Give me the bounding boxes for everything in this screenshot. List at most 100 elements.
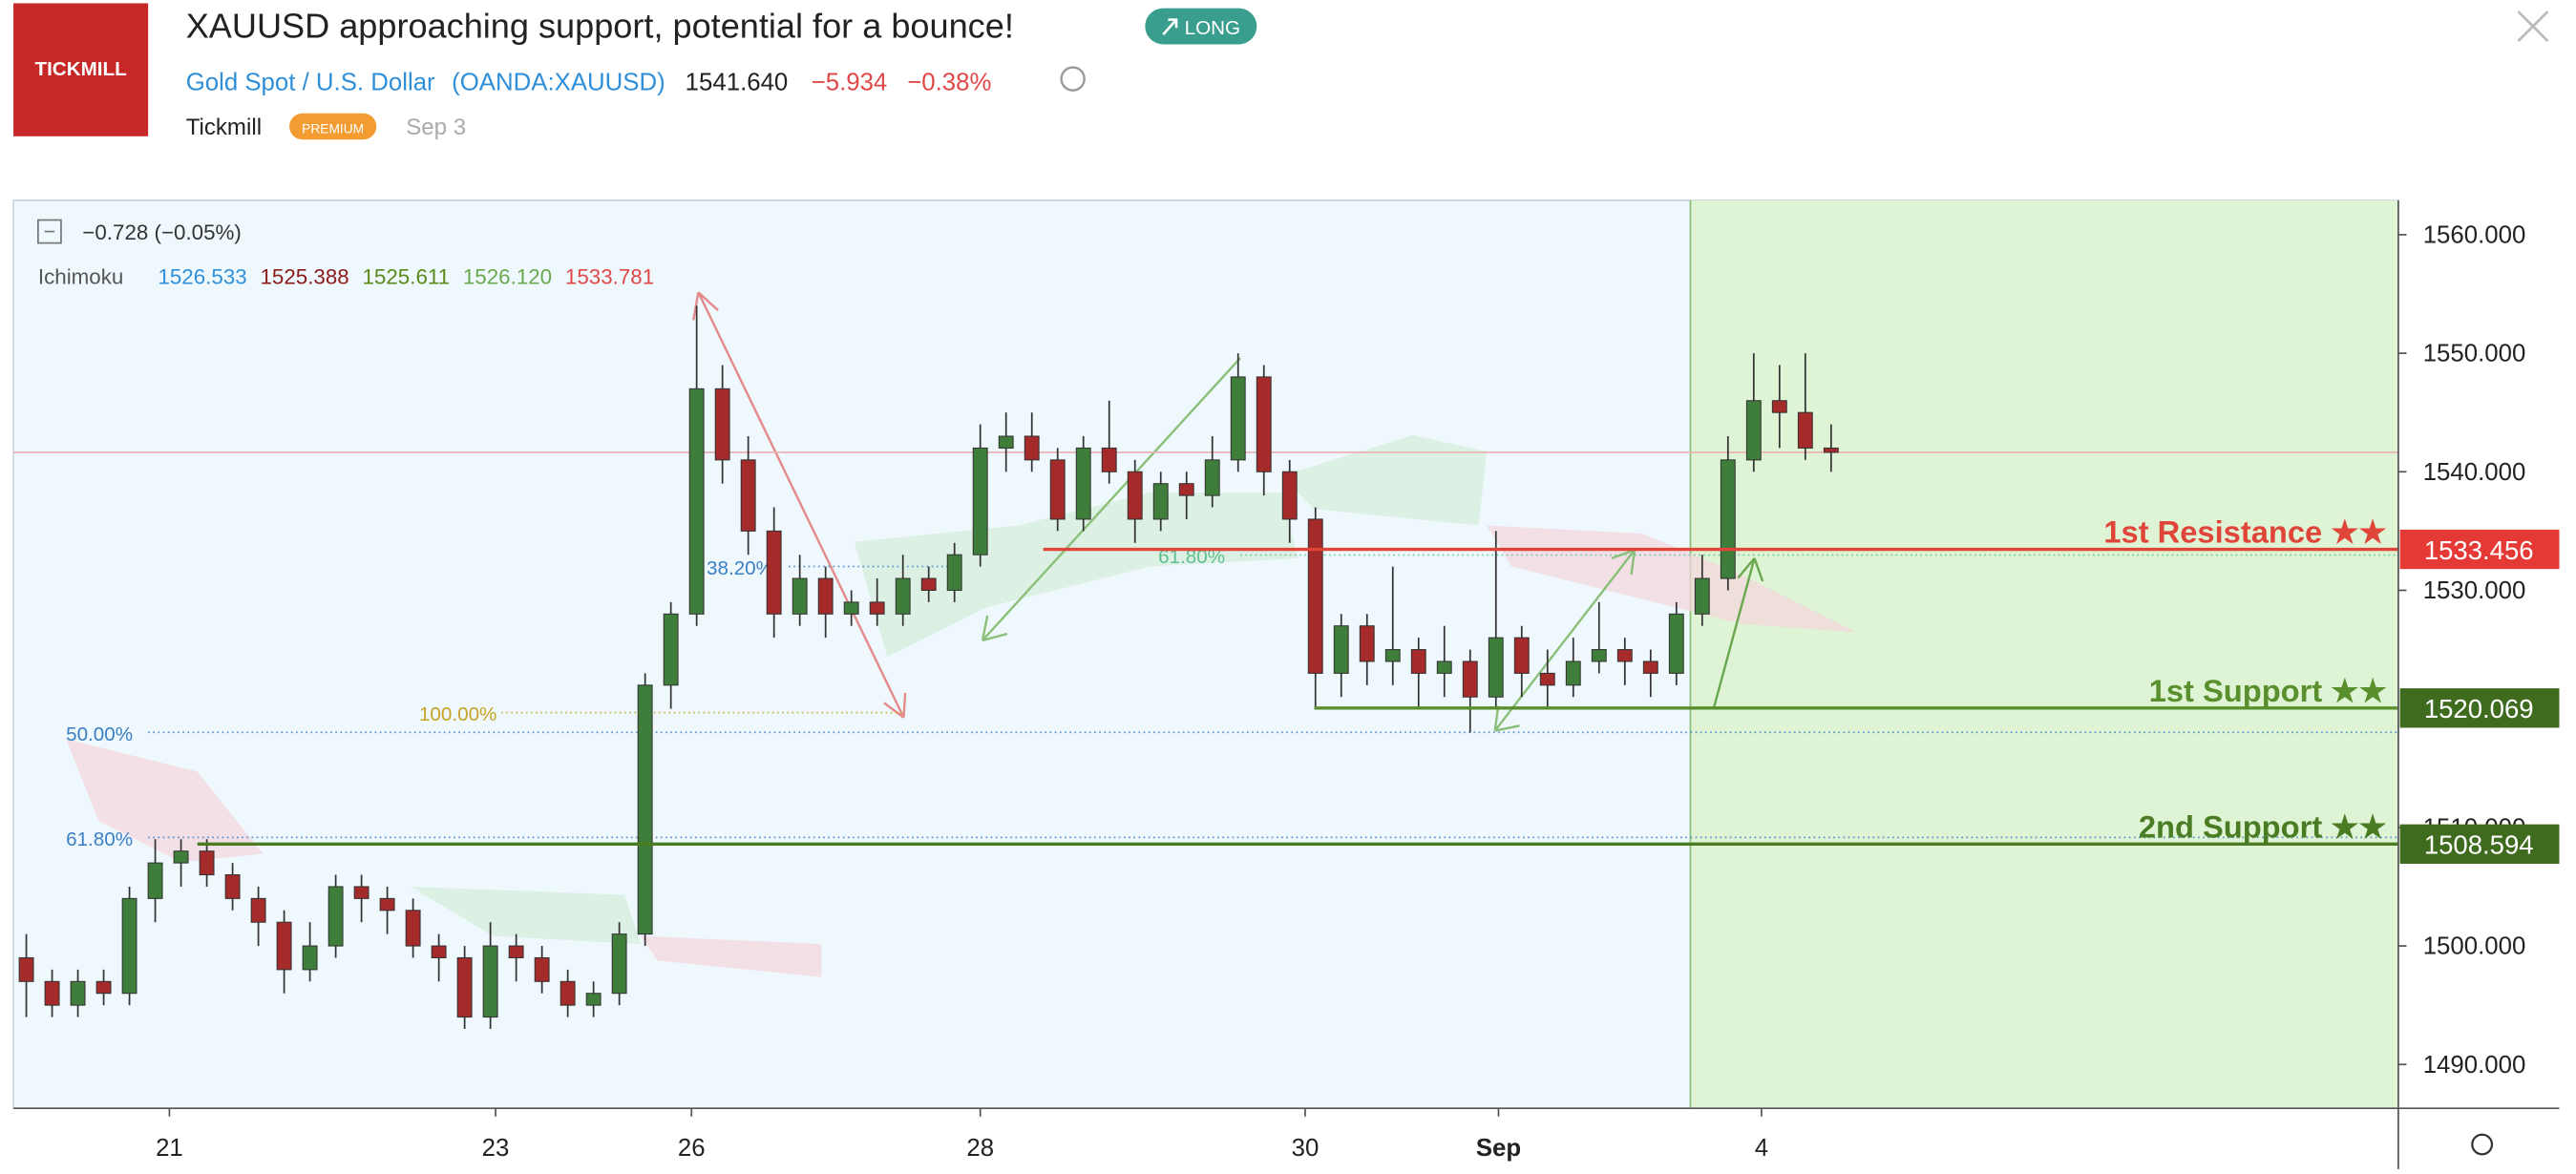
candle-body bbox=[1256, 376, 1272, 472]
candle-body bbox=[1359, 625, 1375, 662]
cloud bbox=[66, 739, 264, 863]
candle-body bbox=[1771, 400, 1787, 413]
candle-body bbox=[1075, 447, 1091, 520]
idea-date: Sep 3 bbox=[406, 115, 466, 140]
cloud bbox=[641, 935, 822, 977]
candle-body bbox=[147, 862, 163, 899]
candle-body bbox=[95, 980, 112, 995]
symbol-code[interactable]: (OANDA:XAUUSD) bbox=[452, 70, 665, 96]
candle-body bbox=[1694, 577, 1710, 615]
y-tick-label: 1500.000 bbox=[2423, 933, 2526, 960]
change-pct: −0.38% bbox=[907, 70, 991, 96]
candle-body bbox=[740, 459, 756, 532]
candle-body bbox=[1745, 400, 1762, 461]
candle-body bbox=[1565, 660, 1581, 686]
indicator-value: 1526.120 bbox=[463, 265, 552, 289]
cloud bbox=[854, 493, 1299, 658]
candle-body bbox=[1436, 660, 1452, 674]
x-tick-label: 21 bbox=[156, 1135, 183, 1162]
x-tick-label: 26 bbox=[678, 1135, 706, 1162]
candle-body bbox=[482, 945, 498, 1018]
close-button[interactable] bbox=[2517, 10, 2549, 42]
candle-body bbox=[1462, 660, 1478, 698]
candle-body bbox=[1307, 518, 1323, 674]
candle-body bbox=[1049, 459, 1066, 520]
candle-body bbox=[688, 388, 705, 615]
candle-body bbox=[327, 886, 344, 947]
candle-body bbox=[946, 554, 962, 591]
fib-label: 100.00% bbox=[419, 703, 496, 725]
fib-label: 38.20% bbox=[707, 557, 773, 579]
candle-body bbox=[1101, 447, 1117, 472]
y-tick-label: 1560.000 bbox=[2423, 221, 2526, 248]
candle-body bbox=[920, 577, 937, 591]
candle-body bbox=[302, 945, 318, 971]
candle-body bbox=[895, 577, 911, 615]
cloud bbox=[1487, 525, 1857, 633]
candle-body bbox=[1204, 459, 1220, 496]
indicator-value: 1525.611 bbox=[363, 265, 451, 289]
premium-text: PREMIUM bbox=[302, 121, 364, 136]
cloud bbox=[1281, 434, 1488, 526]
candle-body bbox=[70, 980, 86, 1006]
candle-body bbox=[1230, 376, 1246, 461]
candle-body bbox=[276, 921, 292, 971]
x-tick-label: 28 bbox=[966, 1135, 994, 1162]
settings-button[interactable] bbox=[2471, 1133, 2494, 1156]
candle-body bbox=[121, 897, 137, 995]
indicator-value: 1526.533 bbox=[158, 265, 246, 289]
last-price: 1541.640 bbox=[686, 70, 789, 96]
alert-icon[interactable] bbox=[1060, 66, 1086, 92]
level-name: 2nd Support ★★ bbox=[2139, 808, 2388, 844]
indicator-value: 1533.781 bbox=[565, 265, 654, 289]
fib-label: 61.80% bbox=[66, 828, 133, 850]
fib-label: 61.80% bbox=[1158, 546, 1225, 568]
candle-body bbox=[869, 601, 885, 615]
plot: 38.20% 61.80% 100.00% 50.00% 61.80% 1st Resis… bbox=[13, 305, 2398, 1029]
fib-label: 50.00% bbox=[66, 723, 133, 745]
level-tag bbox=[2399, 688, 2560, 728]
indicator-name: Ichimoku bbox=[38, 265, 123, 289]
x-tick-label: 30 bbox=[1292, 1135, 1320, 1162]
level-tag bbox=[2399, 529, 2560, 570]
y-tick-label: 1490.000 bbox=[2423, 1052, 2526, 1079]
candle-body bbox=[1281, 471, 1298, 520]
level-name: 1st Resistance ★★ bbox=[2103, 514, 2387, 550]
candle-body bbox=[817, 577, 834, 615]
candle-body bbox=[843, 601, 859, 615]
candle-body bbox=[1720, 459, 1736, 579]
candle-body bbox=[353, 886, 370, 899]
candle-body bbox=[972, 447, 988, 556]
candle-body bbox=[1178, 483, 1194, 496]
candle-body bbox=[199, 850, 215, 876]
indicator-values: 1526.533 1525.388 1525.611 1526.120 1533.781 bbox=[158, 265, 654, 289]
candle-body bbox=[508, 945, 524, 958]
legend-change: −0.728 (−0.05%) bbox=[82, 220, 242, 244]
logo[interactable] bbox=[13, 3, 149, 136]
candle-body bbox=[405, 910, 421, 947]
candle-body bbox=[637, 684, 653, 935]
symbol-name[interactable]: Gold Spot / U.S. Dollar bbox=[186, 70, 435, 96]
candle-body bbox=[998, 435, 1014, 449]
candle-body bbox=[1333, 625, 1349, 674]
long-badge bbox=[1145, 8, 1257, 45]
candle-body bbox=[560, 980, 576, 1006]
candle-body bbox=[1127, 471, 1143, 520]
candle-body bbox=[714, 388, 730, 461]
x-tick-label: 23 bbox=[482, 1135, 510, 1162]
candle-body bbox=[44, 980, 60, 1006]
collapse-button[interactable] bbox=[37, 219, 62, 244]
author[interactable]: Tickmill bbox=[186, 115, 262, 140]
level-name: 1st Support ★★ bbox=[2149, 673, 2388, 708]
candle-body bbox=[224, 874, 241, 899]
idea-title: XAUUSD approaching support, potential fo… bbox=[186, 7, 1014, 46]
candle-body bbox=[534, 956, 550, 982]
y-tick-label: 1550.000 bbox=[2423, 341, 2526, 367]
candle-body bbox=[1797, 411, 1813, 449]
candle-body bbox=[18, 956, 34, 982]
candle-body bbox=[1591, 649, 1607, 662]
x-tick-label: Sep bbox=[1476, 1135, 1521, 1162]
candle-body bbox=[766, 530, 782, 615]
level-tag-text: 1508.594 bbox=[2424, 830, 2534, 860]
